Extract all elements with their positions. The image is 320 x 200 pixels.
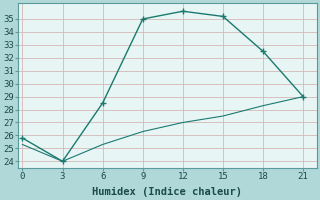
X-axis label: Humidex (Indice chaleur): Humidex (Indice chaleur): [92, 186, 243, 197]
